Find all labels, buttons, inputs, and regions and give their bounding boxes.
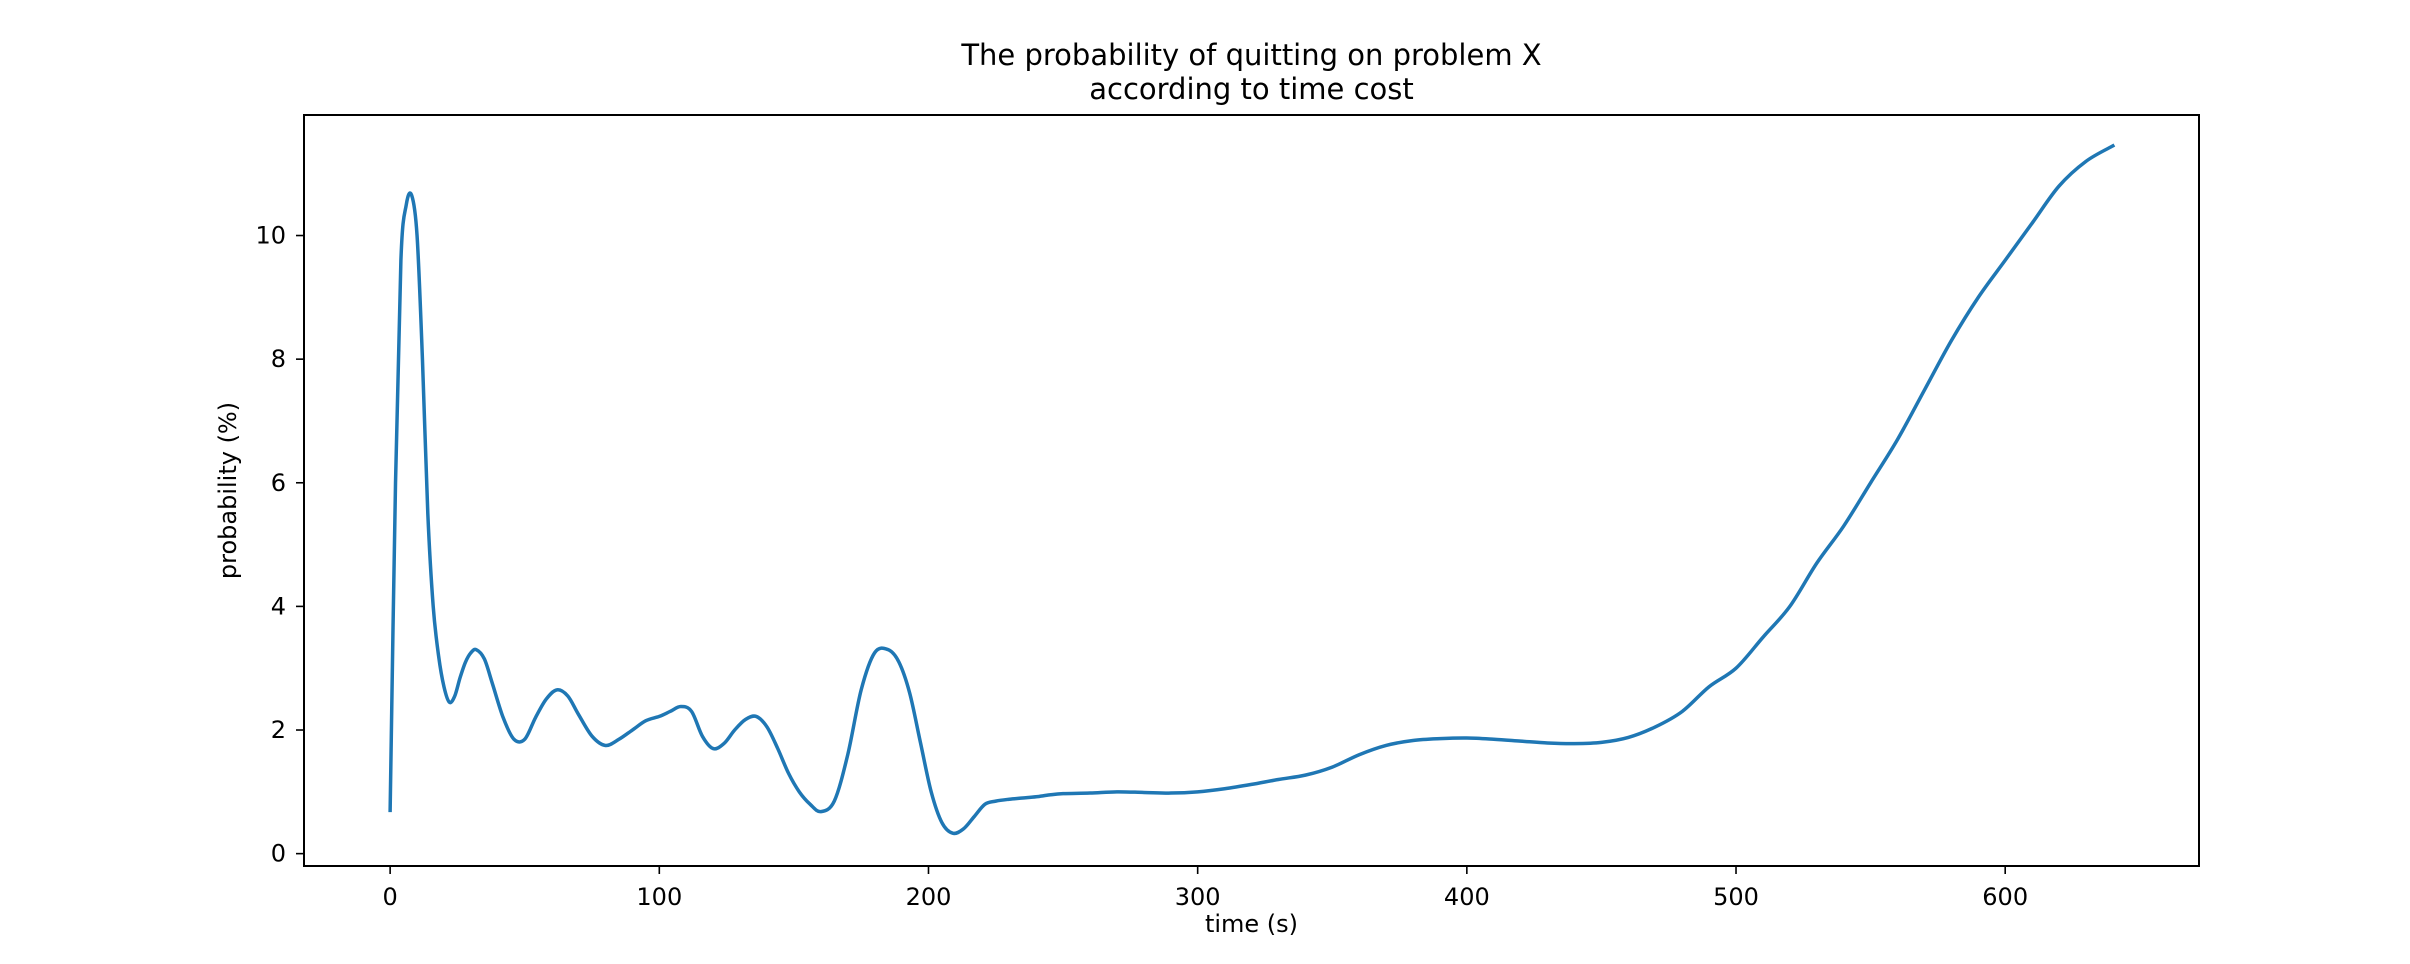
y-tick-label: 0: [271, 840, 286, 868]
y-tick-label: 2: [271, 716, 286, 744]
chart-title: The probability of quitting on problem X…: [960, 38, 1541, 106]
chart-title-line-2: according to time cost: [1089, 72, 1414, 106]
x-tick-label: 400: [1444, 883, 1490, 911]
x-tick-label: 0: [382, 883, 397, 911]
plot-frame: [303, 114, 2200, 867]
x-axis-ticks: 0 100 200 300 400 500 600: [382, 866, 2028, 911]
chart-title-line-1: The probability of quitting on problem X: [960, 38, 1541, 72]
x-tick-label: 100: [636, 883, 682, 911]
y-axis-label: probability (%): [214, 402, 242, 579]
x-axis-label: time (s): [1205, 910, 1298, 938]
x-tick-label: 600: [1982, 883, 2028, 911]
y-tick-label: 4: [271, 592, 286, 620]
x-tick-label: 300: [1175, 883, 1221, 911]
y-tick-label: 8: [271, 345, 286, 373]
series-line: [388, 143, 2116, 836]
y-axis-ticks: 0 2 4 6 8 10: [255, 222, 304, 868]
x-tick-label: 500: [1713, 883, 1759, 911]
y-tick-label: 6: [271, 469, 286, 497]
y-tick-label: 10: [255, 222, 286, 250]
plot-area: [303, 114, 2200, 867]
x-tick-label: 200: [906, 883, 952, 911]
